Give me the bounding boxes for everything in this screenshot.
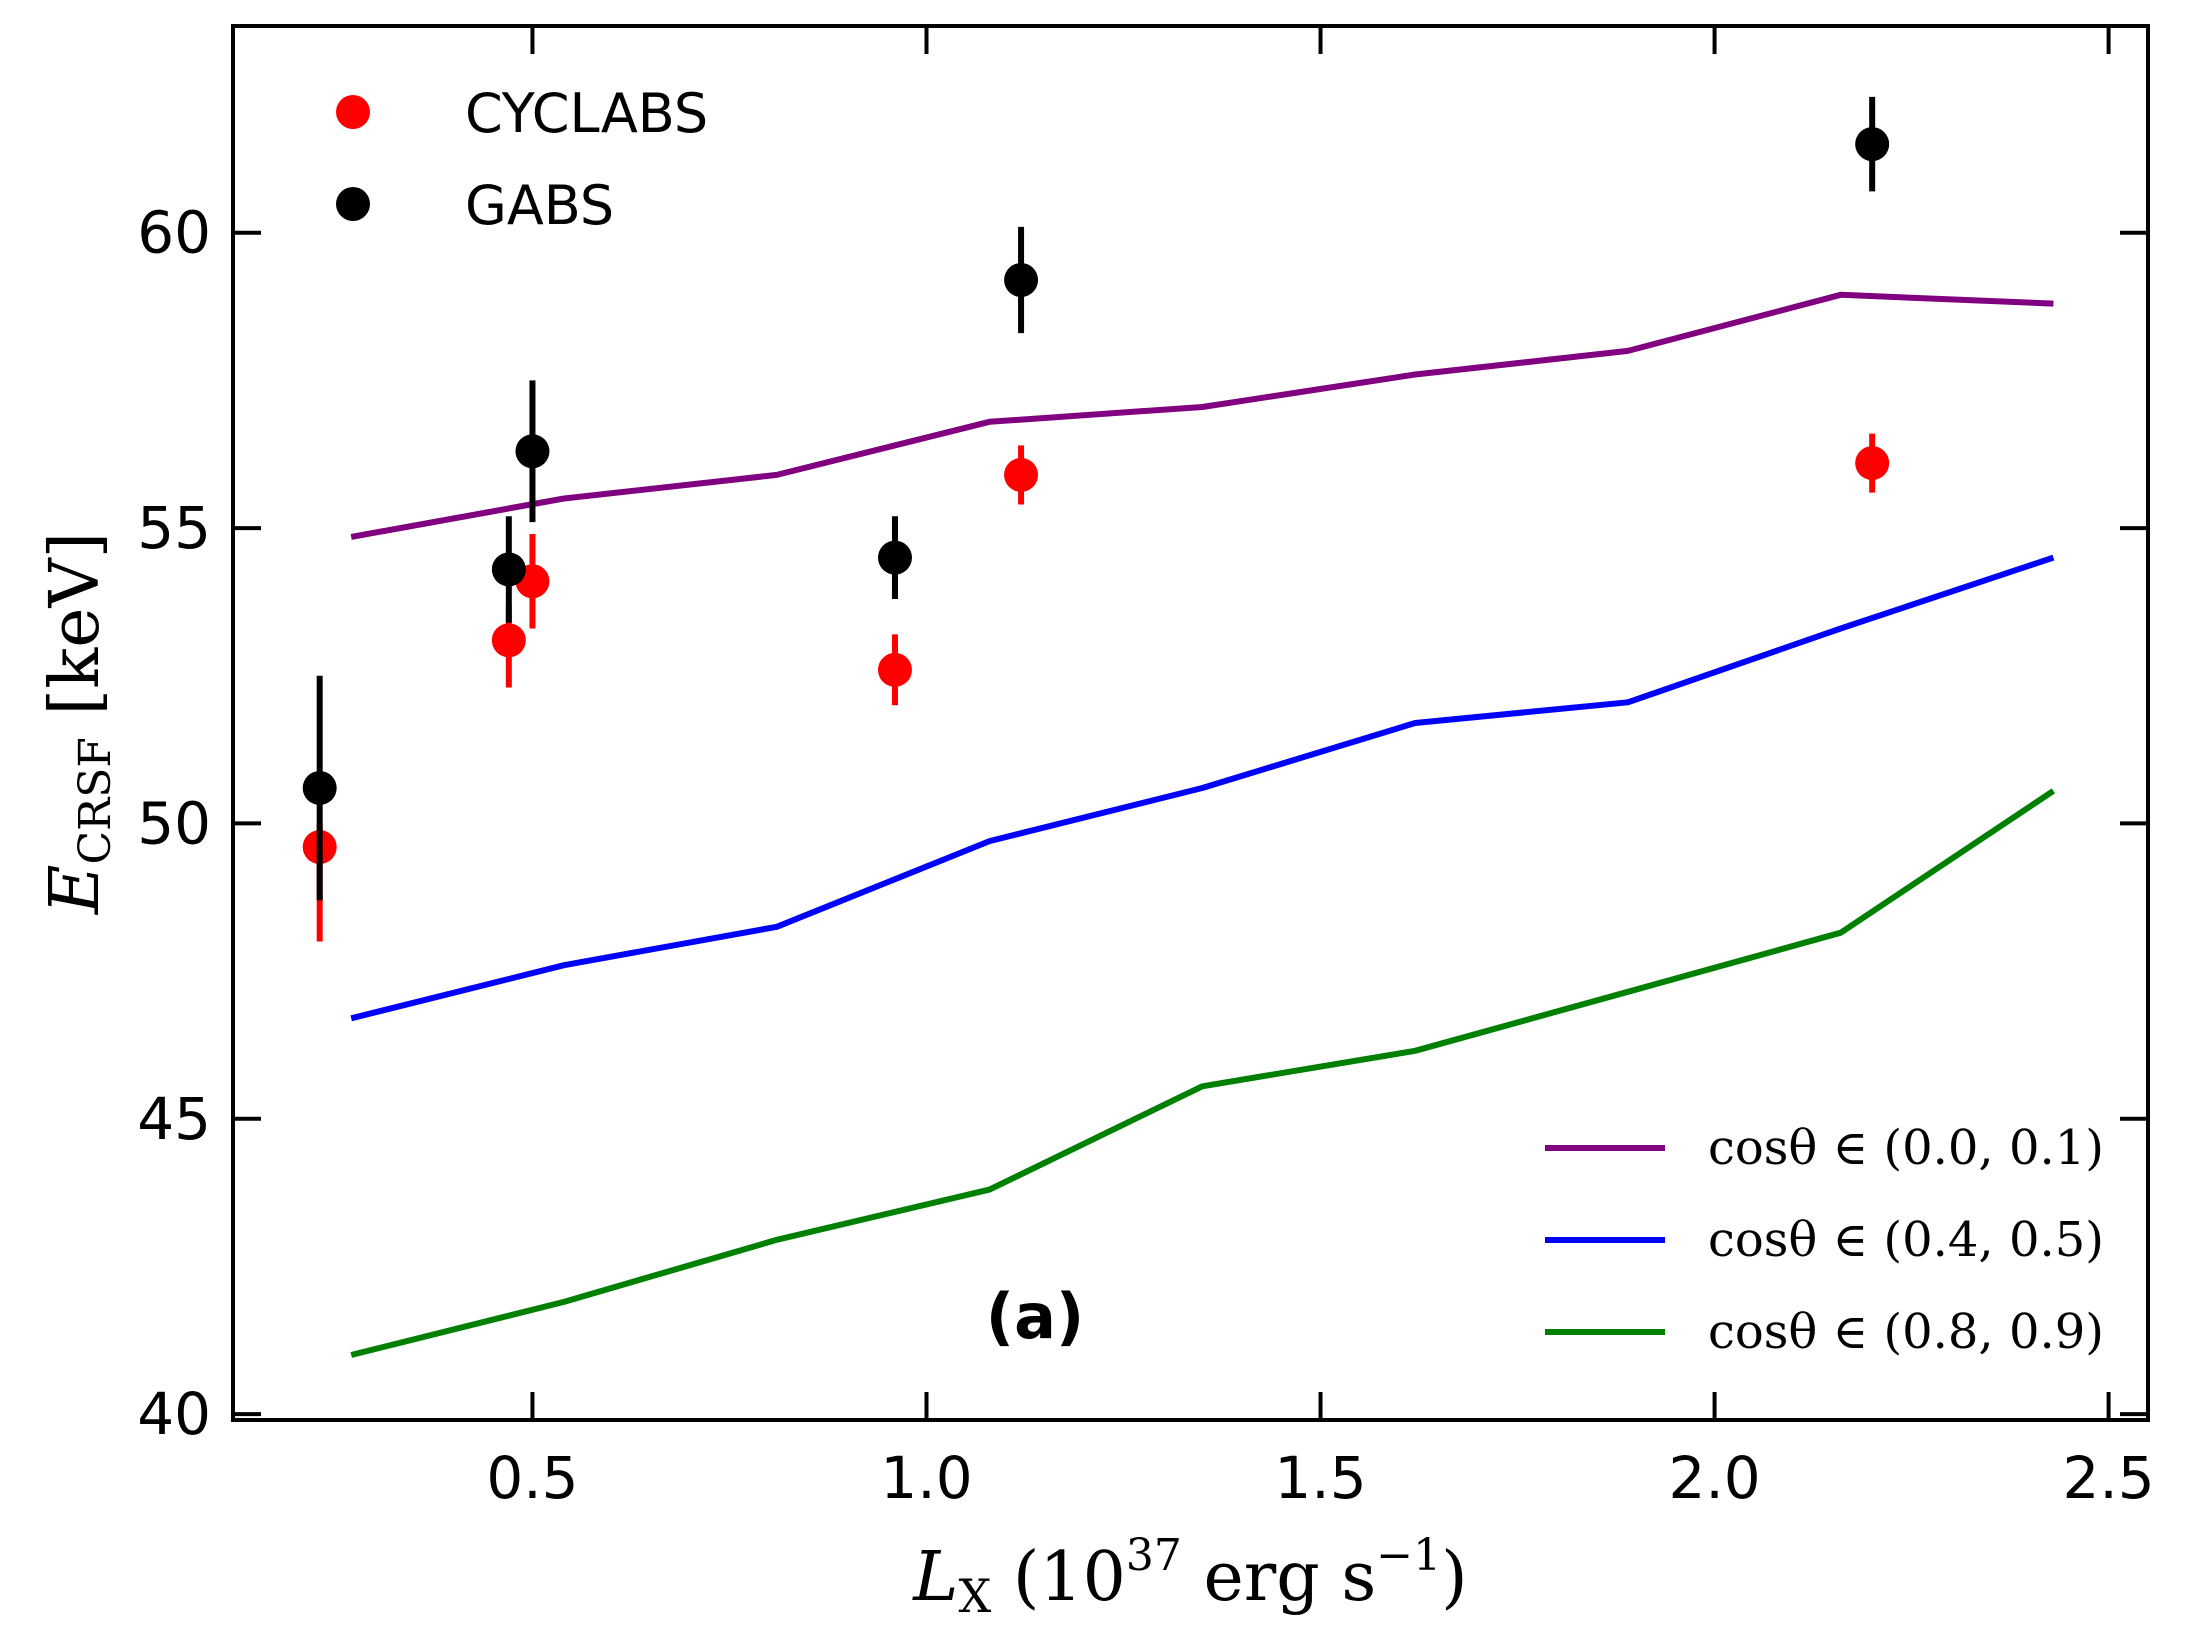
x-tick-label: 1.5 [1274,1444,1366,1512]
gabs-point [877,540,912,575]
gabs-point [302,770,337,805]
legend-line-label-1: cosθ ∈ (0.0, 0.1) [1708,1120,2104,1176]
model-line-1 [350,291,2054,540]
legend-marker-gabs [336,187,370,221]
cyclabs-point [877,652,912,687]
panel-label: (a) [986,1280,1085,1353]
gabs-point [1004,262,1039,297]
plot-area [302,96,2056,1358]
y-tick-label: 40 [137,1380,211,1448]
y-tick-label: 55 [137,494,211,562]
cyclabs-point [491,623,526,658]
y-tick-label: 50 [137,789,211,857]
model-line-2 [350,554,2055,1022]
x-tick-label: 0.5 [486,1444,578,1512]
x-tick-label: 2.0 [1668,1444,1760,1512]
legend-marker-cyclabs [336,95,370,129]
gabs-point [515,434,550,469]
x-tick-label: 2.5 [2062,1444,2154,1512]
y-axis-label: ECRSF [keV] [36,532,121,916]
x-tick-label: 1.0 [880,1444,972,1512]
cyclabs-point [1855,446,1890,481]
axes: 0.5 1.0 1.5 2.0 2.5 40 45 50 55 60 LX (1037 erg s−… [36,24,2155,1623]
legend-line-label-3: cosθ ∈ (0.8, 0.9) [1708,1304,2104,1360]
legend-line-label-2: cosθ ∈ (0.4, 0.5) [1708,1212,2104,1268]
model-line-3 [350,788,2056,1358]
legend: CYCLABS GABS cosθ ∈ (0.0, 0.1) cosθ ∈ (0.4,… [336,82,2104,1360]
y-tick-label: 60 [137,199,211,267]
gabs-point [1855,127,1890,162]
data-layer [302,96,2056,1358]
x-axis-label: LX (1037 erg s−1) [911,1530,1467,1623]
y-tick-label: 45 [137,1085,211,1153]
gabs-point [491,552,526,587]
plot-frame [231,24,2150,1422]
cyclabs-point [1004,457,1039,492]
legend-label-gabs: GABS [465,174,614,237]
legend-label-cyclabs: CYCLABS [465,82,708,145]
